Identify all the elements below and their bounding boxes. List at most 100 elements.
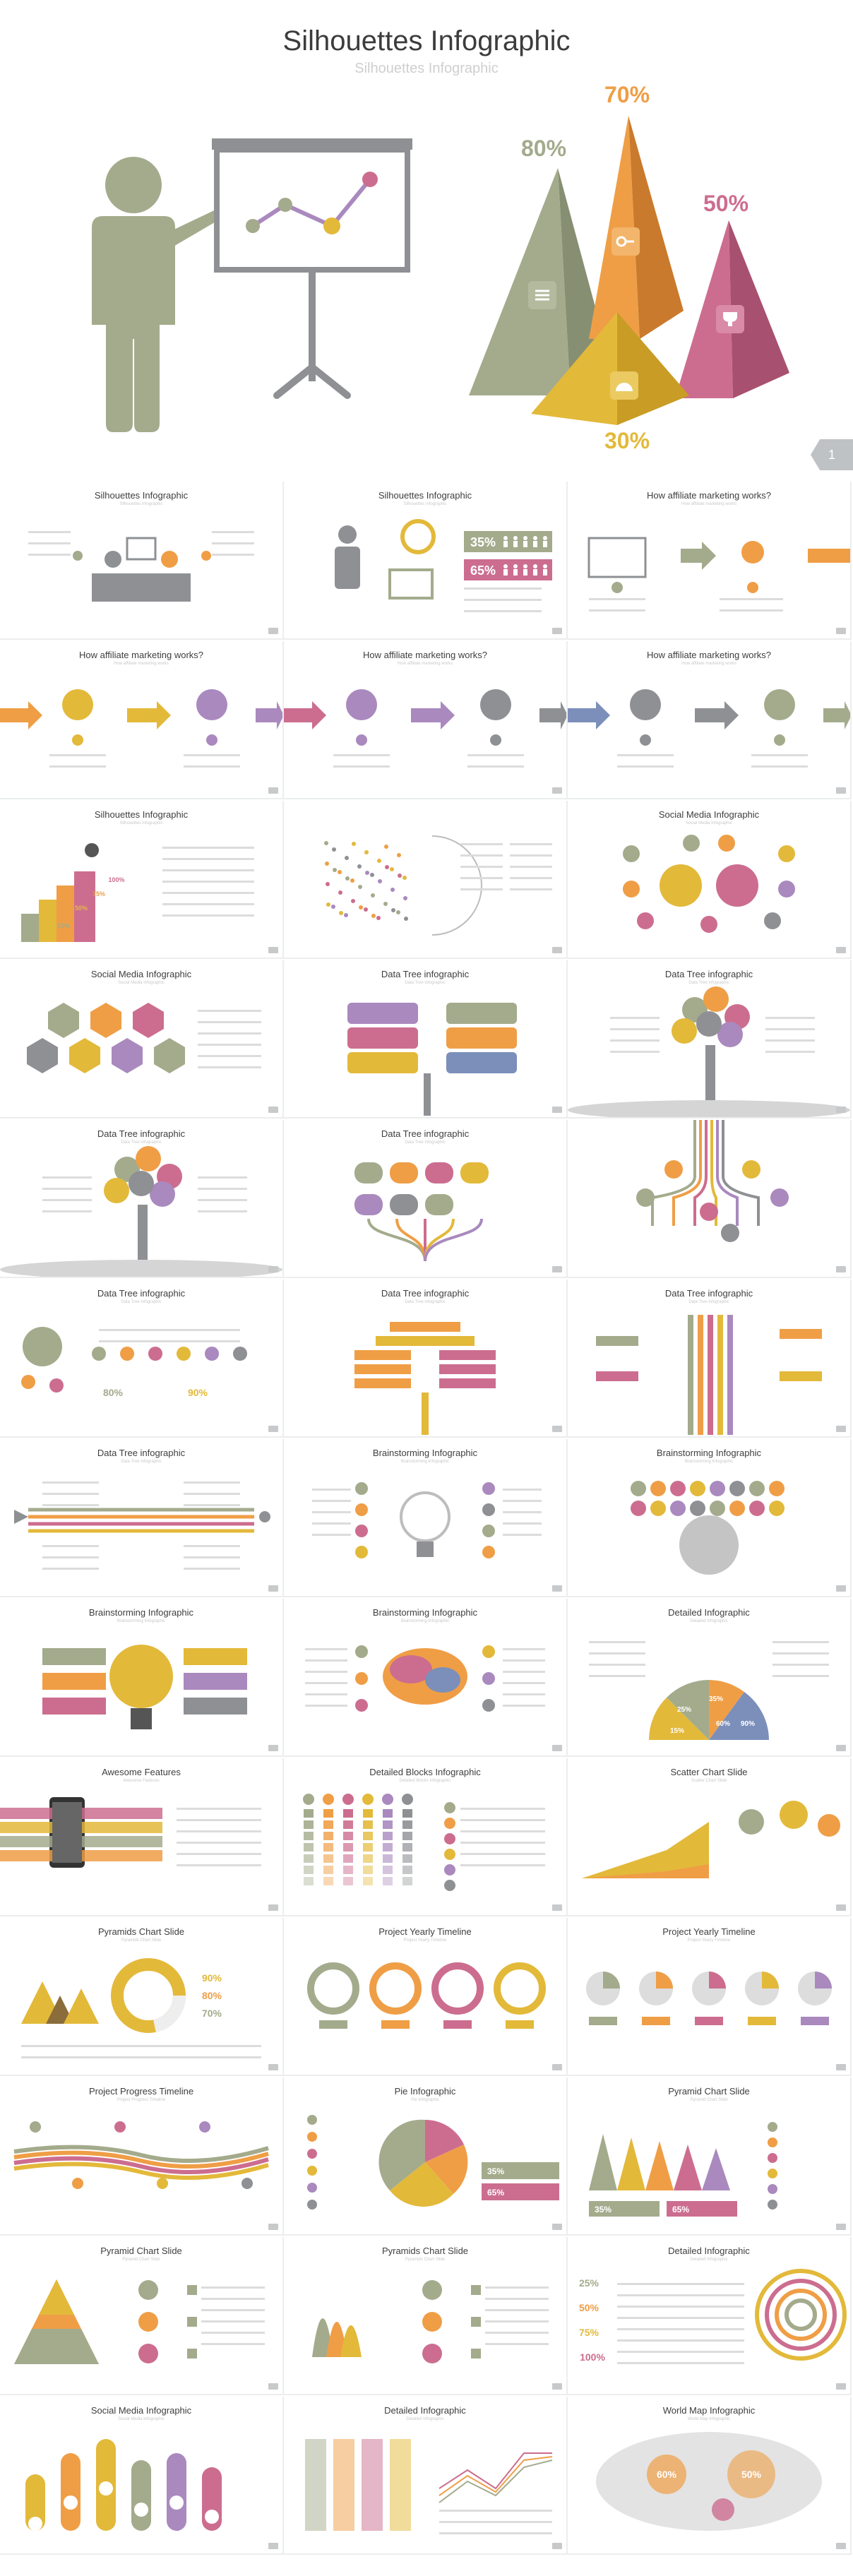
idea-icon [355,1503,368,1516]
slide-title: Data Tree infographic [664,1288,753,1299]
text-line [201,2286,265,2289]
person-icon [523,569,527,576]
slide-thumbnail[interactable]: Detailed Infographic Detailed Infographic… [568,2237,852,2395]
slide-thumbnail[interactable]: Pyramids Chart Slide Pyramids Chart Slide [284,2237,568,2395]
leaf-circle [717,1022,743,1047]
stripe-line [708,1315,713,1435]
network-dot [390,867,394,871]
slide-thumbnail[interactable]: Data Tree infographic Data Tree infograph… [284,1120,568,1278]
person-icon [346,689,377,720]
text-line [201,2343,265,2345]
text-line [617,765,674,768]
slide-title: Brainstorming Infographic [372,1448,478,1458]
slide-thumbnail[interactable]: Social Media Infographic Social Media Inf… [568,801,852,959]
text-line [184,765,240,768]
slide-thumbnail[interactable]: Pyramids Chart Slide Pyramids Chart Slide… [0,1918,284,2076]
slide-thumbnail[interactable]: How affiliate marketing works? How affili… [0,641,284,799]
percent-label: 35% [595,2205,612,2214]
slide-thumbnail[interactable]: Social Media Infographic Social Media Inf… [0,960,284,1119]
data-block [446,1027,517,1049]
slide-thumbnail[interactable]: World Map Infographic World Map Infograph… [568,2397,852,2555]
text-line [439,2532,552,2534]
text-line [305,1693,347,1695]
slide-thumbnail[interactable]: Data Tree infographic Data Tree infograph… [284,960,568,1119]
node-icon [742,1160,760,1179]
network-dot [398,873,402,878]
network-dot [385,865,389,869]
slide-thumbnail[interactable]: Brainstorming Infographic Brainstorming I… [568,1439,852,1597]
icon [307,2200,317,2210]
network-dot [383,902,388,906]
slide-thumbnail[interactable]: Detailed Infographic Detailed Infographic [284,2397,568,2555]
slide-graphic: 35% 65% [335,519,552,612]
slide-thumbnail[interactable]: Detailed Infographic Detailed Infographic… [568,1599,852,1757]
slide-thumbnail[interactable]: Data Tree infographic Data Tree infograph… [568,1280,852,1438]
block-cell [363,1866,373,1874]
slide-graphic [28,531,254,602]
slide-thumbnail[interactable]: Awesome Features Awesome Features [0,1758,284,1916]
network-dot [390,888,395,892]
slide-thumbnail[interactable]: Project Progress Timeline Project Progres… [0,2077,284,2236]
slide-thumbnail[interactable]: Silhouettes Infographic Silhouettes Infog… [284,482,568,640]
slide-thumbnail[interactable]: How affiliate marketing works? How affili… [568,641,852,799]
slide-thumbnail[interactable]: Brainstorming Infographic Brainstorming I… [284,1439,568,1597]
org-block [376,1336,475,1346]
slide-thumbnail[interactable]: Pyramid Chart Slide Pyramid Chart Slide 35… [568,2077,852,2236]
person-icon [764,689,795,720]
slide-thumbnail[interactable]: Project Yearly Timeline Project Yearly Ti… [284,1918,568,2076]
text-line [617,2351,744,2353]
slide-subtitle: Silhouettes Infographic [119,502,163,506]
slide-thumbnail[interactable]: Detailed Blocks Infographic Detailed Bloc… [284,1758,568,1916]
slide-thumbnail[interactable]: Data Tree infographic Data Tree infograph… [0,1280,284,1438]
text-line [42,1493,99,1495]
slide-thumbnail[interactable]: Brainstorming Infographic Brainstorming I… [0,1599,284,1757]
person-icon [503,541,508,547]
slide-thumbnail[interactable]: Data Tree infographic Data Tree infograph… [0,1120,284,1278]
ring-chart [431,1962,484,2015]
network-dot [404,917,408,921]
slide-subtitle: Data Tree infographic [405,1300,446,1304]
text-line [42,1188,92,1190]
line-series [439,2459,553,2503]
slide-thumbnail[interactable] [568,1120,852,1278]
slide-thumbnail[interactable]: Project Yearly Timeline Project Yearly Ti… [568,1918,852,2076]
text-line [99,1329,240,1331]
slide-thumbnail[interactable]: Silhouettes Infographic Silhouettes Infog… [0,482,284,640]
slide-thumbnail[interactable]: Silhouettes Infographic Silhouettes Infog… [0,801,284,959]
pie-slice [656,1972,673,1988]
text-line [184,754,240,756]
slide-thumbnail[interactable]: How affiliate marketing works? How affili… [568,482,852,640]
stair-step [74,871,95,942]
slide-number-badge [268,1266,278,1272]
slide-thumbnail[interactable]: Data Tree infographic Data Tree infograph… [284,1280,568,1438]
text-line [510,877,552,879]
slide-title: How affiliate marketing works? [78,650,204,660]
text-line [617,2294,744,2296]
slide-thumbnail[interactable]: Brainstorming Infographic Brainstorming I… [284,1599,568,1757]
slide-title: Silhouettes Infographic [94,490,189,501]
lightbulb-icon [109,1645,173,1708]
slide-graphic [568,986,850,1117]
slide-thumbnail[interactable]: Data Tree infographic Data Tree infograph… [0,1439,284,1597]
person-icon [513,569,518,576]
slide-graphic [307,1962,546,2029]
slide-thumbnail[interactable]: Social Media Infographic Social Media Inf… [0,2397,284,2555]
slide-thumbnail[interactable]: Scatter Chart Slide Scatter Chart Slide [568,1758,852,1916]
text-line [617,2339,744,2342]
slide-thumbnail[interactable]: Pyramid Chart Slide Pyramid Chart Slide [0,2237,284,2395]
text-line [49,765,106,768]
icon [444,1818,455,1829]
slide-thumbnail[interactable]: How affiliate marketing works? How affili… [284,641,568,799]
text-line [510,888,552,890]
slide-subtitle: Detailed Infographic [690,2258,728,2262]
text-line [312,1511,351,1513]
social-icon [623,845,640,862]
slide-thumbnail[interactable] [284,801,568,959]
block-cell [323,1832,333,1840]
slide-thumbnail[interactable]: Data Tree infographic Data Tree infograph… [568,960,852,1119]
ring-chart [755,2269,847,2361]
slide-thumbnail[interactable]: Pie Infographic Pie Infographic 35% 65% [284,2077,568,2236]
hexagon-icon [27,1038,58,1073]
percent-label: 50% [75,905,88,912]
clock-icon [400,519,436,554]
